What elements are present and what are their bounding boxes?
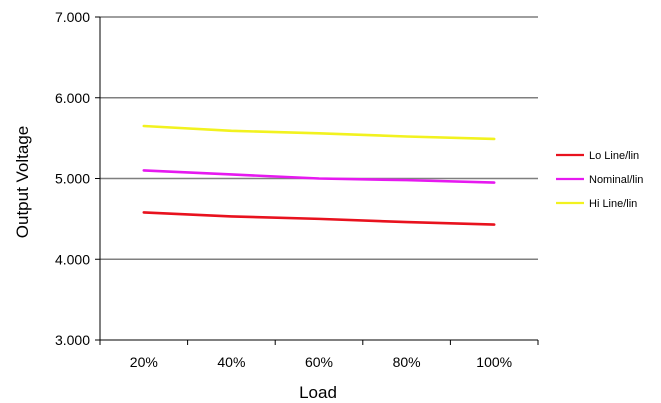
axes — [95, 16, 539, 345]
x-axis-title: Load — [299, 383, 337, 402]
x-tick-labels: 20% 40% 60% 80% 100% — [130, 354, 512, 370]
x-tick-label: 100% — [476, 354, 512, 370]
y-tick-label: 3.000 — [55, 332, 90, 348]
y-tick-label: 5.000 — [55, 171, 90, 187]
x-tick-label: 20% — [130, 354, 158, 370]
series-line-0 — [142, 211, 496, 226]
grid — [100, 16, 538, 260]
series-lines — [142, 124, 496, 226]
x-tick-label: 80% — [393, 354, 421, 370]
y-tick-label: 4.000 — [55, 251, 90, 267]
series-line-2 — [142, 124, 496, 141]
x-tick-label: 60% — [305, 354, 333, 370]
y-tick-label: 7.000 — [55, 9, 90, 25]
legend-label: Nominal/lin — [589, 174, 643, 186]
legend: Lo Line/lin Nominal/lin Hi Line/lin — [556, 150, 643, 210]
legend-label: Lo Line/lin — [589, 150, 639, 162]
y-tick-labels: 3.000 4.000 5.000 6.000 7.000 — [55, 9, 90, 348]
y-axis-title: Output Voltage — [13, 126, 32, 238]
legend-label: Hi Line/lin — [589, 198, 637, 210]
series-line-1 — [142, 169, 496, 184]
x-tick-label: 40% — [217, 354, 245, 370]
y-tick-label: 6.000 — [55, 90, 90, 106]
